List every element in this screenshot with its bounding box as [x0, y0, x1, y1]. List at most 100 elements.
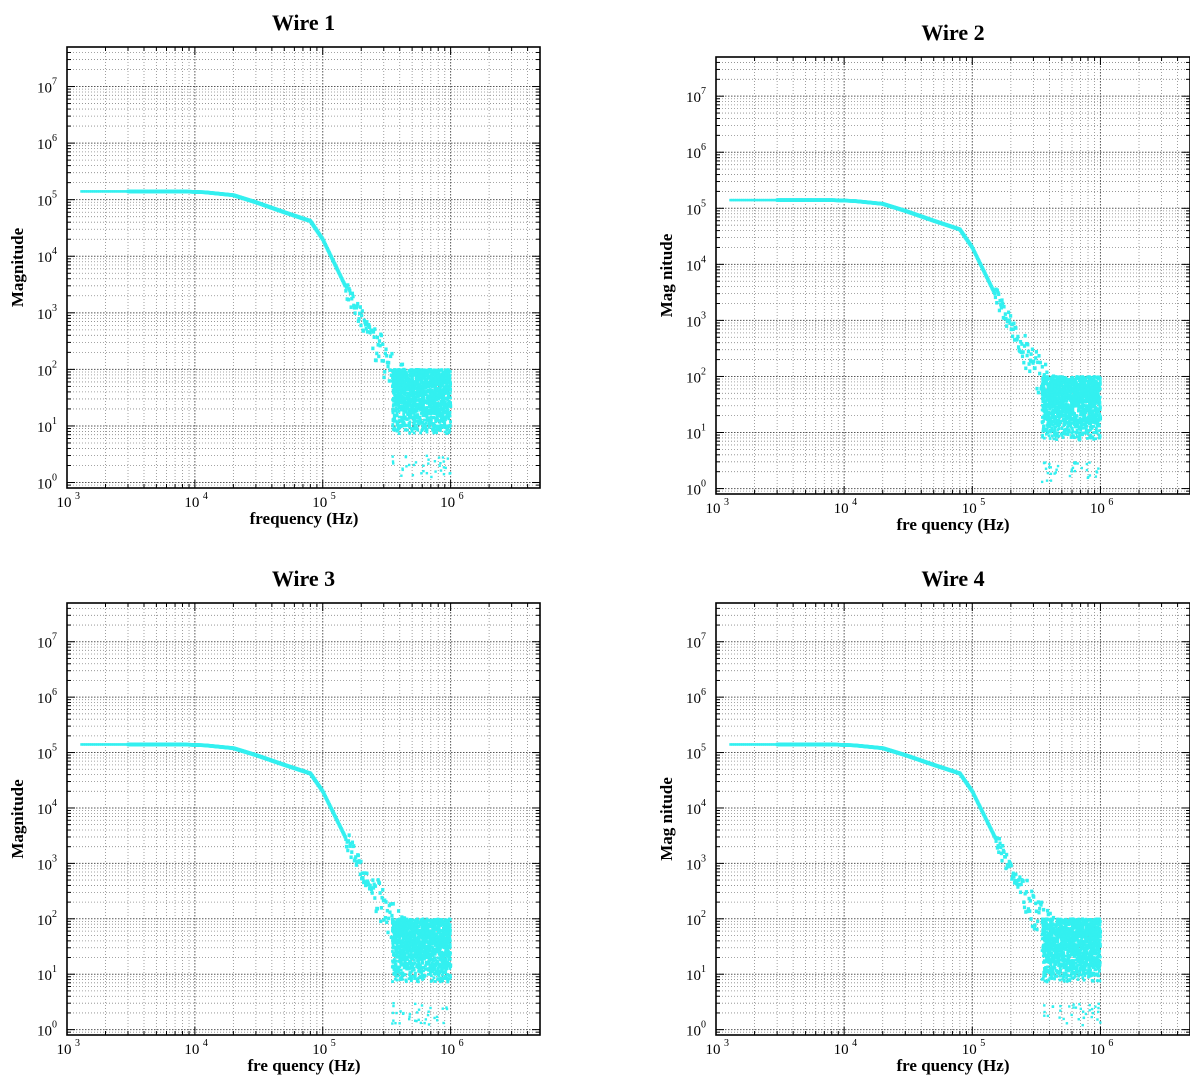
data-point	[94, 190, 97, 193]
data-point	[436, 408, 440, 412]
data-point	[412, 380, 416, 384]
data-point	[1048, 462, 1051, 466]
data-point	[433, 400, 437, 404]
data-point	[430, 374, 434, 378]
data-point	[427, 462, 430, 465]
data-point	[448, 423, 452, 427]
data-point	[1095, 388, 1099, 392]
data-point	[405, 404, 409, 408]
data-point	[1043, 401, 1047, 405]
data-point	[1049, 387, 1053, 391]
data-point	[424, 408, 428, 412]
data-point	[407, 409, 411, 413]
data-point	[1067, 419, 1071, 422]
data-point	[1046, 411, 1050, 414]
data-point	[1075, 435, 1079, 438]
data-point	[88, 190, 91, 193]
data-point	[1046, 389, 1050, 392]
data-point	[1087, 381, 1091, 384]
data-point	[405, 465, 408, 468]
data-point	[1096, 382, 1099, 385]
data-point	[1075, 414, 1079, 418]
data-point	[423, 392, 427, 396]
data-point	[102, 190, 105, 193]
data-point	[439, 469, 443, 472]
data-point	[384, 347, 388, 352]
data-point	[446, 397, 449, 401]
data-point	[439, 423, 443, 427]
data-point	[421, 414, 425, 418]
data-point	[1084, 378, 1088, 382]
data-point	[1008, 321, 1012, 325]
data-point	[993, 295, 998, 300]
data-point	[446, 368, 450, 372]
data-point	[1058, 423, 1062, 427]
data-point	[424, 393, 428, 397]
data-point	[445, 390, 449, 394]
data-point	[82, 743, 85, 746]
data-point	[431, 391, 434, 395]
data-point	[1098, 401, 1102, 404]
data-point	[433, 382, 436, 385]
data-point	[436, 406, 440, 410]
data-point	[434, 418, 438, 422]
data-point	[1060, 404, 1064, 408]
y-tick-label: 10	[37, 477, 52, 493]
data-point	[1084, 427, 1088, 431]
data-point	[437, 411, 441, 414]
data-point	[1069, 425, 1073, 429]
data-point	[434, 411, 438, 415]
data-point	[405, 428, 408, 432]
data-point	[427, 425, 431, 429]
data-point	[1097, 467, 1100, 470]
data-point	[422, 399, 425, 403]
data-point	[1065, 379, 1068, 383]
data-point	[406, 399, 410, 403]
data-point	[117, 743, 121, 746]
data-point	[1035, 386, 1039, 391]
data-point	[1098, 380, 1102, 384]
data-point	[1066, 428, 1070, 432]
data-point	[1048, 419, 1052, 423]
data-point	[1048, 416, 1052, 420]
data-point	[395, 429, 399, 433]
data-point	[1056, 420, 1059, 424]
data-point	[406, 378, 410, 382]
data-point	[1019, 350, 1023, 354]
data-series	[80, 742, 453, 1026]
data-point	[1086, 476, 1090, 480]
data-point	[1076, 462, 1079, 465]
data-point	[356, 319, 360, 323]
data-point	[1061, 431, 1065, 435]
data-point	[445, 384, 449, 388]
data-point	[400, 474, 403, 477]
data-point	[1075, 418, 1079, 422]
data-point	[1084, 400, 1087, 404]
data-point	[1056, 387, 1060, 391]
data-point	[401, 467, 404, 470]
data-point	[438, 464, 441, 467]
data-point	[419, 412, 423, 415]
y-tick-label-exponent: 3	[701, 310, 706, 321]
data-point	[400, 362, 405, 367]
data-point	[1053, 378, 1057, 382]
data-point	[412, 411, 415, 415]
data-point	[395, 369, 399, 373]
data-point	[1094, 426, 1098, 430]
grid	[67, 602, 541, 1036]
data-point	[391, 376, 394, 380]
data-point	[422, 376, 425, 379]
data-point	[1088, 417, 1091, 421]
data-point	[448, 373, 452, 377]
y-tick-label-exponent: 3	[52, 303, 57, 314]
data-point	[443, 415, 446, 419]
data-point	[1061, 381, 1065, 384]
data-point	[433, 460, 437, 463]
data-point	[113, 190, 117, 193]
y-tick-label: 10	[37, 307, 52, 323]
data-point	[346, 283, 350, 287]
data-point	[439, 380, 443, 383]
data-point	[408, 424, 412, 427]
data-point	[998, 298, 1002, 303]
data-point	[422, 464, 425, 467]
